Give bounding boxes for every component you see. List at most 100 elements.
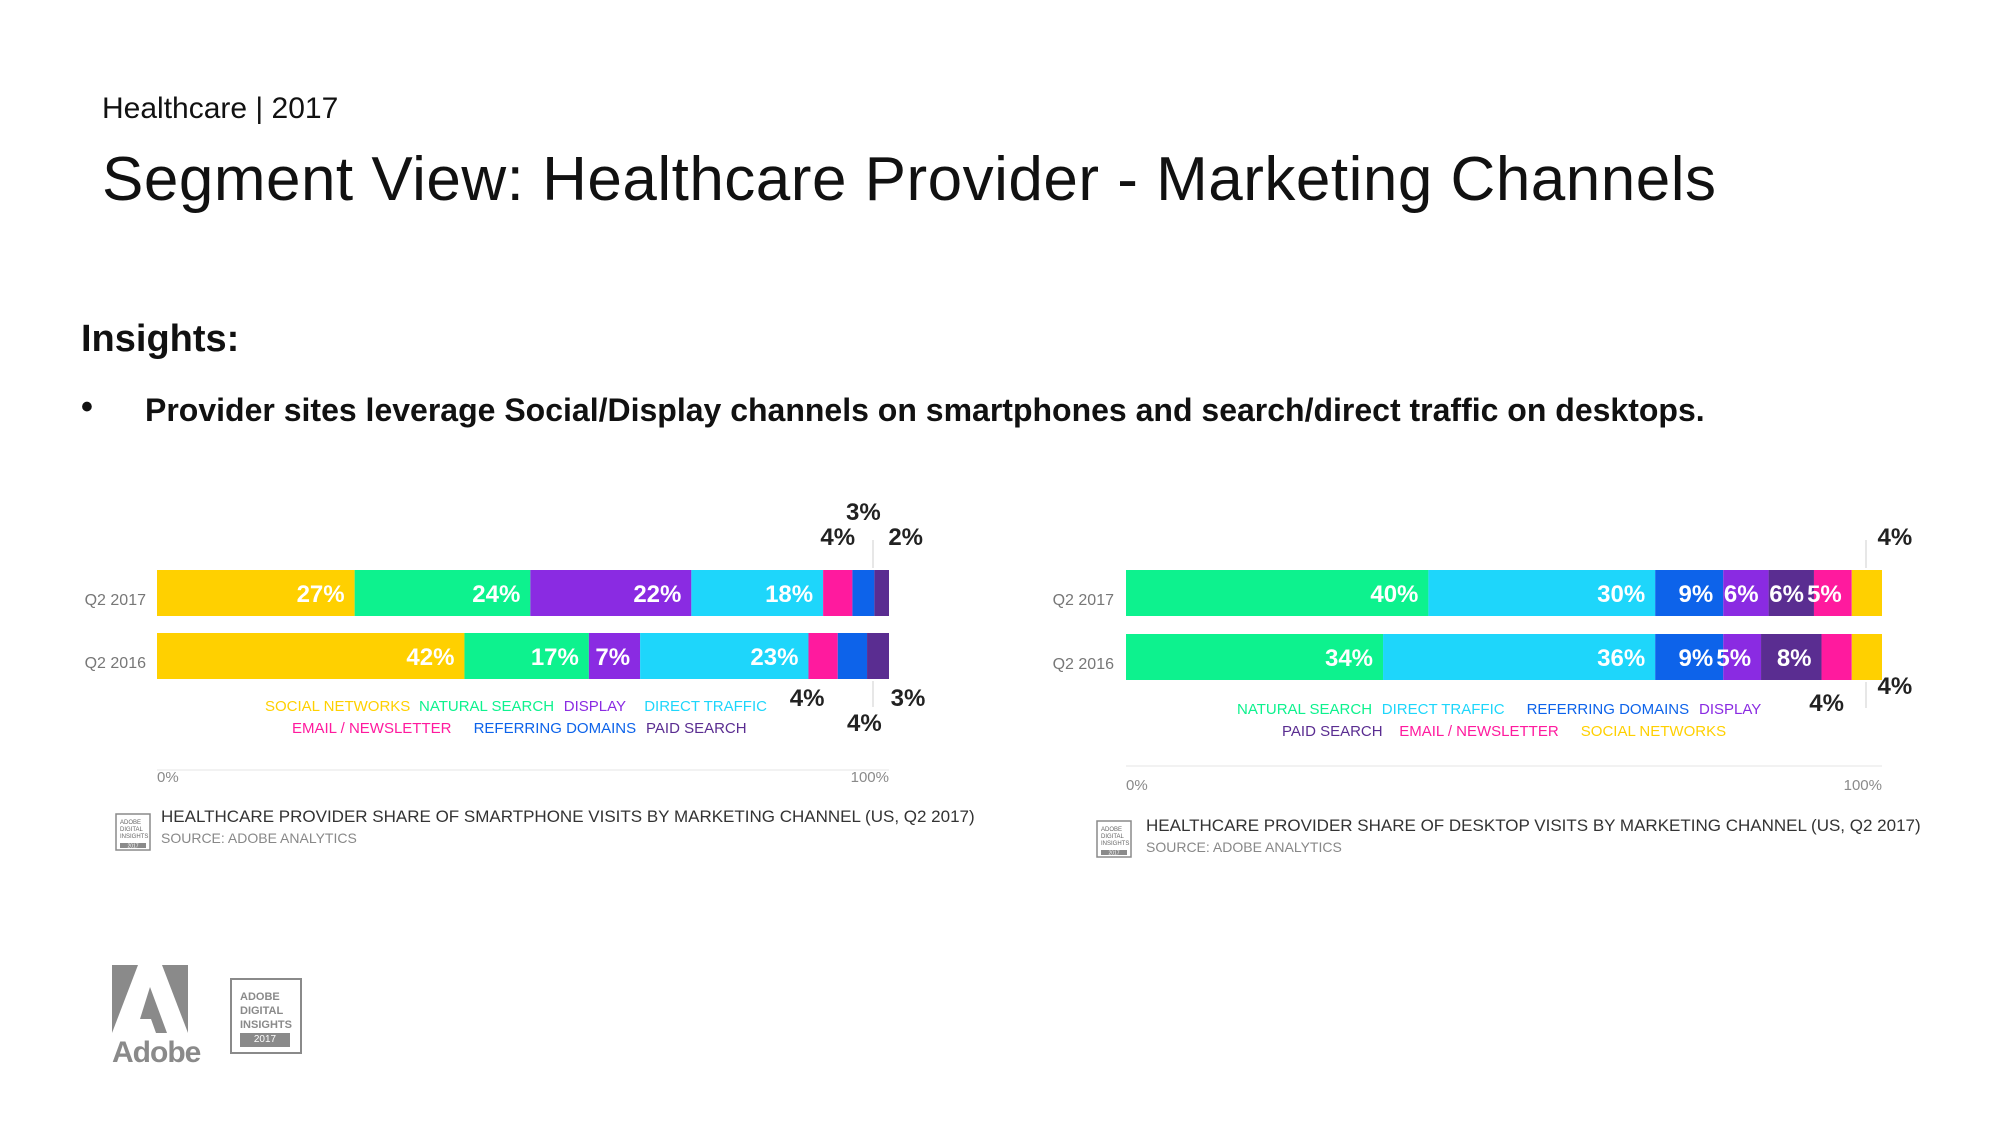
insight-bullet: • [81, 388, 93, 426]
desktop-bar-direct [1383, 634, 1656, 680]
smartphone-chart-source: SOURCE: ADOBE ANALYTICS [161, 830, 357, 846]
smartphone-callout-label: 3% [846, 499, 881, 526]
smartphone-data-label: 17% [531, 644, 579, 671]
desktop-category-label: Q2 2017 [1053, 592, 1114, 609]
desktop-bar-natural [1126, 634, 1384, 680]
desktop-bar-email [1821, 634, 1852, 680]
desktop-legend-item: EMAIL / NEWSLETTER [1399, 723, 1559, 740]
desktop-data-label: 8% [1777, 645, 1812, 672]
desktop-bar-social [1851, 570, 1882, 616]
desktop-bar-display [1723, 570, 1769, 616]
badge-line: ADOBE [240, 991, 280, 1003]
smartphone-data-label: 18% [765, 581, 813, 608]
smartphone-badge-text: ADOBE [120, 820, 141, 826]
smartphone-bar-email [808, 633, 838, 679]
adobe-wordmark: Adobe [112, 1036, 201, 1069]
smartphone-bar-referring [837, 633, 868, 679]
desktop-badge-year-bar [1101, 850, 1127, 855]
smartphone-legend-item: REFERRING DOMAINS [474, 720, 637, 737]
smartphone-bar-social [157, 633, 465, 679]
smartphone-legend-item: NATURAL SEARCH [419, 698, 554, 715]
smartphone-badge-text: INSIGHTS [120, 834, 148, 840]
smartphone-bar-direct [691, 570, 824, 616]
smartphone-category-label: Q2 2016 [85, 655, 146, 672]
desktop-legend-item: SOCIAL NETWORKS [1581, 723, 1726, 740]
smartphone-bar-display [588, 633, 641, 679]
smartphone-data-label: 23% [750, 644, 798, 671]
desktop-data-label: 9% [1679, 645, 1714, 672]
smartphone-bar-paid [867, 633, 889, 679]
desktop-tick-label: 0% [1126, 777, 1148, 794]
smartphone-legend-item: PAID SEARCH [646, 720, 747, 737]
adobe-digital-insights-badge: ADOBE DIGITAL INSIGHTS 2017 [230, 978, 302, 1054]
smartphone-bar-paid [874, 570, 889, 616]
badge-year: 2017 [240, 1033, 290, 1047]
smartphone-data-label: 27% [297, 581, 345, 608]
smartphone-legend-item: SOCIAL NETWORKS [265, 698, 410, 715]
insight-text: Provider sites leverage Social/Display c… [145, 392, 1705, 428]
desktop-data-label: 6% [1769, 581, 1804, 608]
smartphone-callout-label: 2% [888, 524, 923, 551]
smartphone-bar-display [530, 570, 692, 616]
smartphone-tick-label: 0% [157, 769, 179, 786]
desktop-legend-item: NATURAL SEARCH [1237, 701, 1372, 718]
desktop-chart-source: SOURCE: ADOBE ANALYTICS [1146, 839, 1342, 855]
desktop-data-label: 5% [1807, 581, 1842, 608]
desktop-callout-label: 4% [1809, 690, 1844, 717]
smartphone-legend-item: DISPLAY [564, 698, 626, 715]
smartphone-legend-item: DIRECT TRAFFIC [644, 698, 767, 715]
desktop-data-label: 5% [1716, 645, 1751, 672]
desktop-legend-item: DIRECT TRAFFIC [1382, 701, 1505, 718]
page-title: Segment View: Healthcare Provider - Mark… [102, 145, 1717, 214]
desktop-bar-direct [1428, 570, 1656, 616]
smartphone-bar-referring [852, 570, 875, 616]
smartphone-bar-email [823, 570, 853, 616]
desktop-data-label: 36% [1597, 645, 1645, 672]
adobe-logo-icon [112, 965, 188, 1033]
desktop-data-label: 9% [1679, 581, 1714, 608]
desktop-bar-paid [1761, 634, 1822, 680]
desktop-bar-email [1813, 570, 1852, 616]
desktop-legend-item: PAID SEARCH [1282, 723, 1383, 740]
smartphone-bar-natural [464, 633, 589, 679]
desktop-bar-referring [1655, 570, 1724, 616]
desktop-callout-label: 4% [1878, 524, 1913, 551]
desktop-badge-year: 2017 [1108, 851, 1119, 857]
desktop-badge-text: INSIGHTS [1101, 841, 1129, 847]
smartphone-bar-direct [640, 633, 809, 679]
desktop-category-label: Q2 2016 [1053, 656, 1114, 673]
desktop-bar-paid [1768, 570, 1814, 616]
desktop-badge-text: ADOBE [1101, 827, 1122, 833]
smartphone-callout-label: 4% [820, 524, 855, 551]
smartphone-data-label: 24% [472, 581, 520, 608]
desktop-chart-title: HEALTHCARE PROVIDER SHARE OF DESKTOP VIS… [1146, 816, 1921, 835]
smartphone-badge-year-bar [120, 843, 146, 848]
desktop-data-label: 40% [1370, 581, 1418, 608]
smartphone-badge-text: DIGITAL [120, 827, 144, 833]
smartphone-tick-label: 100% [851, 769, 889, 786]
desktop-bar-display [1723, 634, 1762, 680]
desktop-data-label: 30% [1597, 581, 1645, 608]
smartphone-data-label: 7% [595, 644, 630, 671]
smartphone-callout-label: 4% [790, 685, 825, 712]
smartphone-legend-item: EMAIL / NEWSLETTER [292, 720, 452, 737]
badge-line: INSIGHTS [240, 1019, 292, 1031]
desktop-bar-referring [1655, 634, 1724, 680]
smartphone-callout-label: 4% [847, 710, 882, 737]
desktop-callout-label: 4% [1878, 673, 1913, 700]
supertitle: Healthcare | 2017 [102, 92, 339, 125]
smartphone-bar-natural [354, 570, 531, 616]
desktop-legend-item: REFERRING DOMAINS [1527, 701, 1690, 718]
desktop-legend-item: DISPLAY [1699, 701, 1761, 718]
desktop-bar-natural [1126, 570, 1429, 616]
smartphone-data-label: 42% [406, 644, 454, 671]
insights-heading: Insights: [81, 318, 240, 360]
smartphone-chart-title: HEALTHCARE PROVIDER SHARE OF SMARTPHONE … [161, 807, 975, 826]
smartphone-data-label: 22% [633, 581, 681, 608]
smartphone-badge-year: 2017 [127, 844, 138, 850]
smartphone-callout-label: 3% [891, 685, 926, 712]
desktop-badge-text: DIGITAL [1101, 834, 1125, 840]
desktop-bar-social [1851, 634, 1882, 680]
smartphone-bar-social [157, 570, 355, 616]
